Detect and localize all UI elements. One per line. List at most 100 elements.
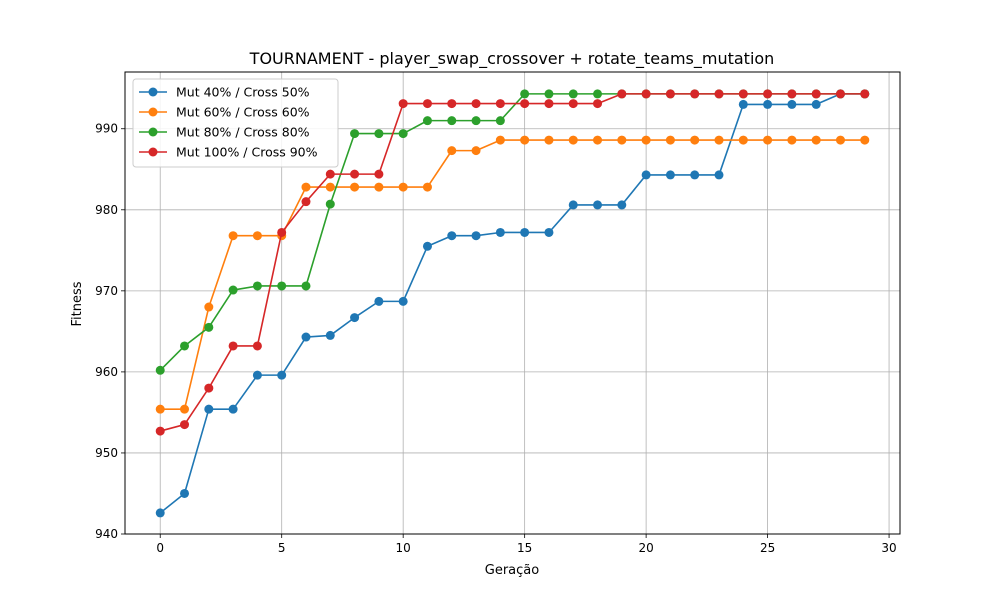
data-point — [520, 227, 530, 237]
data-point — [301, 182, 311, 192]
data-point — [568, 135, 578, 145]
legend-item: Mut 100% / Cross 90% — [139, 145, 318, 160]
x-tick-label: 5 — [278, 541, 286, 555]
data-point — [374, 182, 384, 192]
legend-item: Mut 40% / Cross 50% — [139, 85, 310, 100]
data-point — [617, 200, 627, 210]
legend-item: Mut 80% / Cross 80% — [139, 125, 310, 140]
data-point — [544, 99, 554, 109]
data-point — [228, 231, 238, 241]
y-axis-label: Fitness — [70, 281, 85, 326]
data-point — [447, 99, 457, 109]
data-point — [811, 99, 821, 109]
data-point — [325, 169, 335, 179]
data-point — [180, 488, 190, 498]
data-point — [447, 146, 457, 156]
data-point — [301, 281, 311, 291]
data-point — [835, 135, 845, 145]
data-point — [252, 281, 262, 291]
data-point — [155, 365, 165, 375]
data-point — [690, 135, 700, 145]
legend-label: Mut 40% / Cross 50% — [176, 85, 310, 100]
x-tick-label: 20 — [638, 541, 653, 555]
data-point — [811, 89, 821, 99]
data-point — [398, 296, 408, 306]
data-point — [447, 116, 457, 126]
data-point — [228, 404, 238, 414]
x-tick-label: 0 — [156, 541, 164, 555]
data-point — [277, 281, 287, 291]
data-point — [520, 135, 530, 145]
data-point — [350, 169, 360, 179]
data-point — [301, 197, 311, 207]
data-point — [544, 89, 554, 99]
data-point — [398, 129, 408, 139]
data-point — [422, 99, 432, 109]
data-point — [495, 116, 505, 126]
data-point — [617, 135, 627, 145]
data-point — [374, 296, 384, 306]
y-tick-label: 960 — [95, 365, 118, 379]
data-point — [763, 89, 773, 99]
data-point — [252, 341, 262, 351]
data-point — [495, 227, 505, 237]
data-point — [665, 170, 675, 180]
y-tick-label: 980 — [95, 203, 118, 217]
data-point — [204, 302, 214, 312]
data-point — [665, 135, 675, 145]
data-point — [593, 135, 603, 145]
data-point — [374, 169, 384, 179]
data-point — [593, 89, 603, 99]
data-point — [568, 99, 578, 109]
data-point — [350, 129, 360, 139]
series-2 — [155, 135, 870, 414]
data-point — [593, 200, 603, 210]
y-tick-label: 970 — [95, 284, 118, 298]
data-point — [641, 170, 651, 180]
x-axis: 0 5 10 15 20 25 30 — [156, 534, 897, 555]
data-point — [325, 182, 335, 192]
data-point — [544, 135, 554, 145]
legend-swatch-marker — [148, 147, 158, 157]
data-point — [252, 231, 262, 241]
legend: Mut 40% / Cross 50% Mut 60% / Cross 60% Mu… — [132, 78, 339, 168]
data-point — [641, 135, 651, 145]
data-point — [714, 135, 724, 145]
data-point — [641, 89, 651, 99]
data-point — [277, 370, 287, 380]
legend-swatch-marker — [148, 107, 158, 117]
y-tick-label: 940 — [95, 527, 118, 541]
data-point — [398, 99, 408, 109]
data-point — [471, 99, 481, 109]
data-point — [204, 322, 214, 332]
data-point — [228, 285, 238, 295]
data-point — [350, 313, 360, 323]
data-point — [544, 227, 554, 237]
x-axis-label: Geração — [485, 563, 539, 578]
data-point — [520, 99, 530, 109]
data-point — [714, 170, 724, 180]
data-point — [374, 129, 384, 139]
y-axis: 940 950 960 970 980 990 — [95, 122, 125, 541]
y-tick-label: 990 — [95, 122, 118, 136]
data-point — [422, 116, 432, 126]
data-point — [665, 89, 675, 99]
data-point — [568, 89, 578, 99]
x-tick-label: 15 — [517, 541, 532, 555]
x-tick-label: 10 — [396, 541, 411, 555]
data-point — [714, 89, 724, 99]
data-point — [520, 89, 530, 99]
legend-label: Mut 60% / Cross 60% — [176, 105, 310, 120]
data-point — [325, 330, 335, 340]
data-point — [617, 89, 627, 99]
data-point — [204, 404, 214, 414]
legend-swatch-marker — [148, 127, 158, 137]
data-point — [835, 89, 845, 99]
data-point — [690, 89, 700, 99]
data-point — [471, 116, 481, 126]
data-point — [277, 227, 287, 237]
data-point — [471, 146, 481, 156]
series-4 — [155, 89, 870, 436]
data-point — [593, 99, 603, 109]
